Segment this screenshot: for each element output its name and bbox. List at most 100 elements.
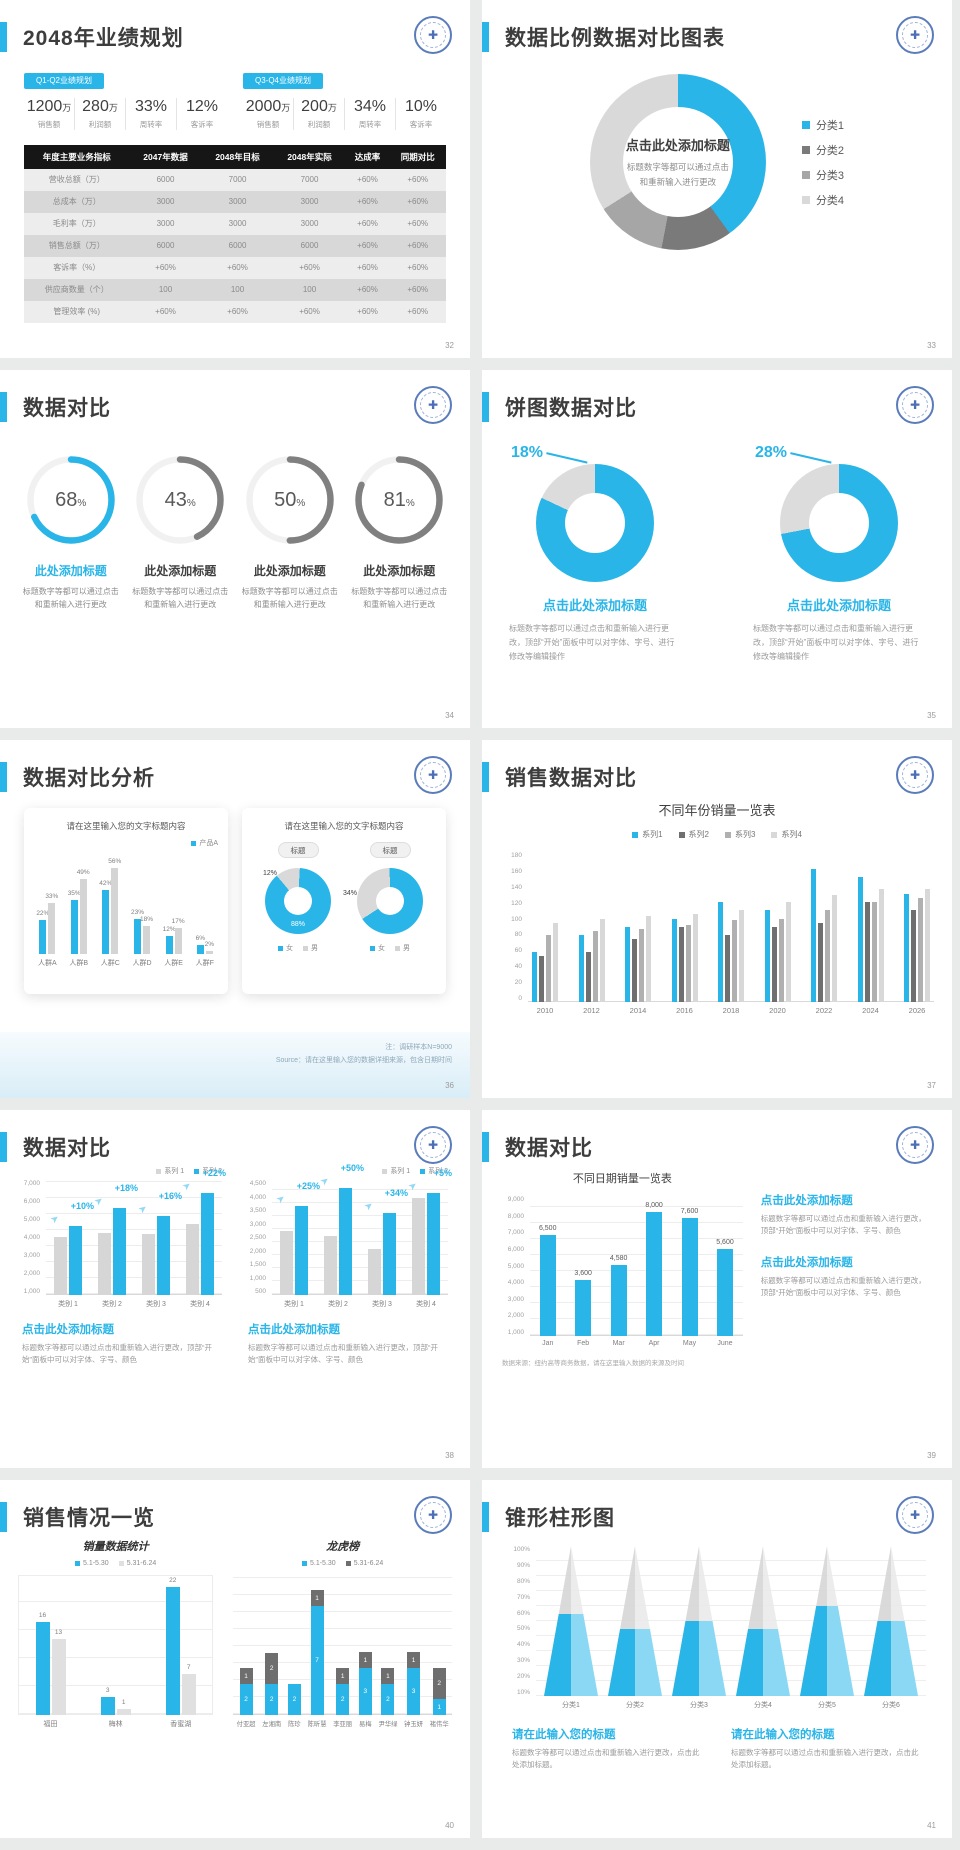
slide-header: 数据对比 — [482, 1130, 952, 1164]
legend-item: 系列4 — [771, 829, 802, 840]
slide-title: 数据对比分析 — [23, 767, 155, 790]
page-number: 39 — [927, 1451, 936, 1460]
y-tick: 4,500 — [249, 1180, 266, 1187]
cross-icon: ✚ — [902, 762, 928, 788]
bar: 12% — [163, 926, 176, 954]
slide-thumbnail-39[interactable]: 数据对比 ✚ 不同日期销量一览表 9,000 8,000 7,000 6,000 5,0… — [482, 1110, 952, 1468]
slide-thumbnail-38[interactable]: 数据对比 ✚ 系列 1 系列 2 7,000 6,000 5,000 4,000 3,00… — [0, 1110, 470, 1468]
slide-thumbnail-36[interactable]: 数据对比分析 ✚ 请在这里输入您的文字标题内容 产品A 22% 33% 人群A 35%… — [0, 740, 470, 1098]
company-seal-logo-icon: ✚ — [414, 16, 452, 54]
kpi-stat: 280万 利润额 — [74, 97, 125, 130]
gauge-ring-68: 68% — [25, 454, 117, 546]
table-row: 总成本（万） 3000 3000 3000 +60% +60% — [24, 190, 446, 213]
bar — [383, 1213, 396, 1295]
bar-group: +10% ➤ 类别 1 — [49, 1180, 94, 1309]
chart-legend: 5.1-5.30 5.31-6.24 — [18, 1560, 213, 1567]
legend-item: 男 — [395, 943, 410, 953]
pie-desc: 标题数字等都可以通过点击和重新输入进行更改，顶部“开始”面板中可以对字体、字号、… — [753, 624, 919, 661]
x-label: 尹华绿 — [378, 1721, 398, 1728]
delta-label: +5% — [433, 1168, 452, 1178]
company-seal-logo-icon: ✚ — [414, 1126, 452, 1164]
bar: 22 — [165, 1577, 180, 1715]
bar — [725, 935, 730, 1002]
block-desc: 标题数字等都可以通过点击和重新输入进行更改，顶部“开始”面板中可以对字体、字号、… — [22, 1343, 212, 1365]
cross-icon: ✚ — [902, 392, 928, 418]
ranking-chart: 龙虎榜 5.1-5.30 5.31-6.24 2 1 付亚超 2 2 左湘南 2 陈珍 7 1 陈昕慧… — [233, 1538, 452, 1729]
kpi-stat: 34% 周转率 — [344, 97, 395, 130]
slide-title: 锥形柱形图 — [505, 1507, 615, 1530]
bar — [427, 1193, 440, 1295]
cone-fill — [608, 1628, 662, 1696]
pie-callout: 28% — [755, 442, 833, 464]
bar — [639, 929, 644, 1002]
legend-swatch — [278, 945, 283, 951]
legend-swatch — [156, 1168, 162, 1174]
gauge-item: 50% 此处添加标题 标题数字等都可以通过点击和重新输入进行更改 — [235, 454, 345, 611]
slide-thumbnail-40[interactable]: 销售情况一览 ✚ 销量数据统计 5.1-5.30 5.31-6.24 16 13 福田… — [0, 1480, 470, 1838]
slide-title: 饼图数据对比 — [505, 397, 637, 420]
slide-thumbnail-32[interactable]: 2048年业绩规划 ✚ Q1-Q2业绩规划 1200万 销售额 280万 利润额 33%… — [0, 0, 470, 358]
bar — [546, 935, 551, 1002]
y-tick: 3,000 — [507, 1295, 524, 1303]
cross-icon: ✚ — [420, 22, 446, 48]
slide-thumbnail-35[interactable]: 饼图数据对比 ✚ 18% 点击此处添加标题 标题数字等都可以通过点击和重新输入进… — [482, 370, 952, 728]
legend-item: 产品A — [191, 838, 218, 848]
y-tick: 40% — [516, 1641, 530, 1649]
slide-thumbnail-41[interactable]: 锥形柱形图 ✚ 100% 90% 80% 70% 60% 50% 40% 30% 20% 10% … — [482, 1480, 952, 1838]
bar — [632, 939, 637, 1002]
bar: 23% — [131, 909, 144, 954]
bar — [925, 889, 930, 1002]
slide-thumbnail-33[interactable]: 数据比例数据对比图表 ✚ 点击此处添加标题 标题数字等都可以通过点击和重新输入进… — [482, 0, 952, 358]
cone-fill — [544, 1613, 598, 1696]
y-tick: 60 — [514, 947, 522, 955]
placeholder-desc: 标题数字等都可以通过点击和重新输入进行更改 — [626, 162, 729, 187]
bar — [585, 952, 591, 1002]
table-row: 管理效率 (%) +60% +60% +60% +60% +60% — [24, 300, 446, 323]
y-axis: 4,500 4,000 3,500 3,000 2,500 2,000 1,500 1,000… — [248, 1180, 272, 1295]
y-tick: 30% — [516, 1657, 530, 1665]
bar — [918, 898, 923, 1002]
chart-cards: 请在这里输入您的文字标题内容 产品A 22% 33% 人群A 35% 49% 人群B 42%… — [24, 808, 446, 994]
x-label: 类别 2 — [102, 1301, 122, 1308]
slide-thumbnail-34[interactable]: 数据对比 ✚ 68% 此处添加标题 标题数字等都可以通过点击和重新输入进行更改 … — [0, 370, 470, 728]
gauge-item: 68% 此处添加标题 标题数字等都可以通过点击和重新输入进行更改 — [16, 454, 126, 611]
bar: 56% — [108, 858, 121, 954]
x-label: 左湘南 — [262, 1721, 282, 1728]
slide-thumbnail-37[interactable]: 销售数据对比 ✚ 不同年份销量一览表 系列1 系列2 系列3 系列4 180 160 14… — [482, 740, 952, 1098]
table-row: 客诉率（%） +60% +60% +60% +60% +60% — [24, 256, 446, 279]
sales-stat-chart: 销量数据统计 5.1-5.30 5.31-6.24 16 13 福田 3 1 梅林 22 7 香蜜… — [18, 1538, 214, 1729]
kpi-stat: 12% 客诉率 — [176, 97, 227, 130]
delta-label: +25% — [296, 1181, 320, 1191]
gauge-item: 43% 此处添加标题 标题数字等都可以通过点击和重新输入进行更改 — [126, 454, 236, 611]
bar — [592, 931, 598, 1002]
bar — [739, 910, 744, 1002]
slide-title: 数据对比 — [505, 1137, 593, 1160]
company-seal-logo-icon: ✚ — [896, 386, 934, 424]
kpi-group-q3q4: Q3-Q4业绩规划 2000万 销售额 200万 利润额 34% 周转率 10% 客诉率 — [243, 70, 446, 130]
bar-group: 2 陈珍 — [287, 1575, 301, 1728]
slide-title: 销售情况一览 — [23, 1507, 155, 1530]
bar — [98, 1233, 111, 1295]
bar-group: 6,500 Jan — [539, 1196, 557, 1347]
x-label: 人群E — [164, 960, 183, 967]
legend-swatch — [382, 1168, 388, 1174]
metrics-table: 年度主要业务指标 2047年数据 2048年目标 2048年实际 达成率 同期对比 营收总额… — [24, 144, 446, 323]
bar-group: 3 1 易梅 — [358, 1575, 372, 1728]
legend-swatch — [191, 840, 197, 846]
bar-group: 7,600 May — [681, 1196, 699, 1347]
legend-swatch — [303, 945, 308, 951]
placeholder-title: 点击此处添加标题 — [625, 138, 730, 154]
bar: 6% — [196, 935, 205, 954]
bar — [832, 895, 837, 1002]
slide-header: 数据比例数据对比图表 — [482, 20, 952, 54]
bar: 7 — [181, 1664, 196, 1715]
mini-donut-34-66: 34% — [343, 868, 423, 934]
bar — [825, 910, 830, 1002]
block-desc: 标题数字等都可以通过点击和重新输入进行更改，顶部“开始”面板中可以对字体、字号、… — [760, 1275, 926, 1298]
delta-label: +34% — [384, 1188, 408, 1198]
slide-header: 销售情况一览 — [0, 1500, 470, 1534]
dual-chart-area: 销量数据统计 5.1-5.30 5.31-6.24 16 13 福田 3 1 梅林 22 7 香蜜… — [18, 1538, 452, 1729]
pie-callout-value: 18% — [511, 444, 544, 461]
bar-group: 35% 49% 人群B — [68, 862, 90, 968]
bar-group: 5,600 June — [716, 1196, 734, 1347]
